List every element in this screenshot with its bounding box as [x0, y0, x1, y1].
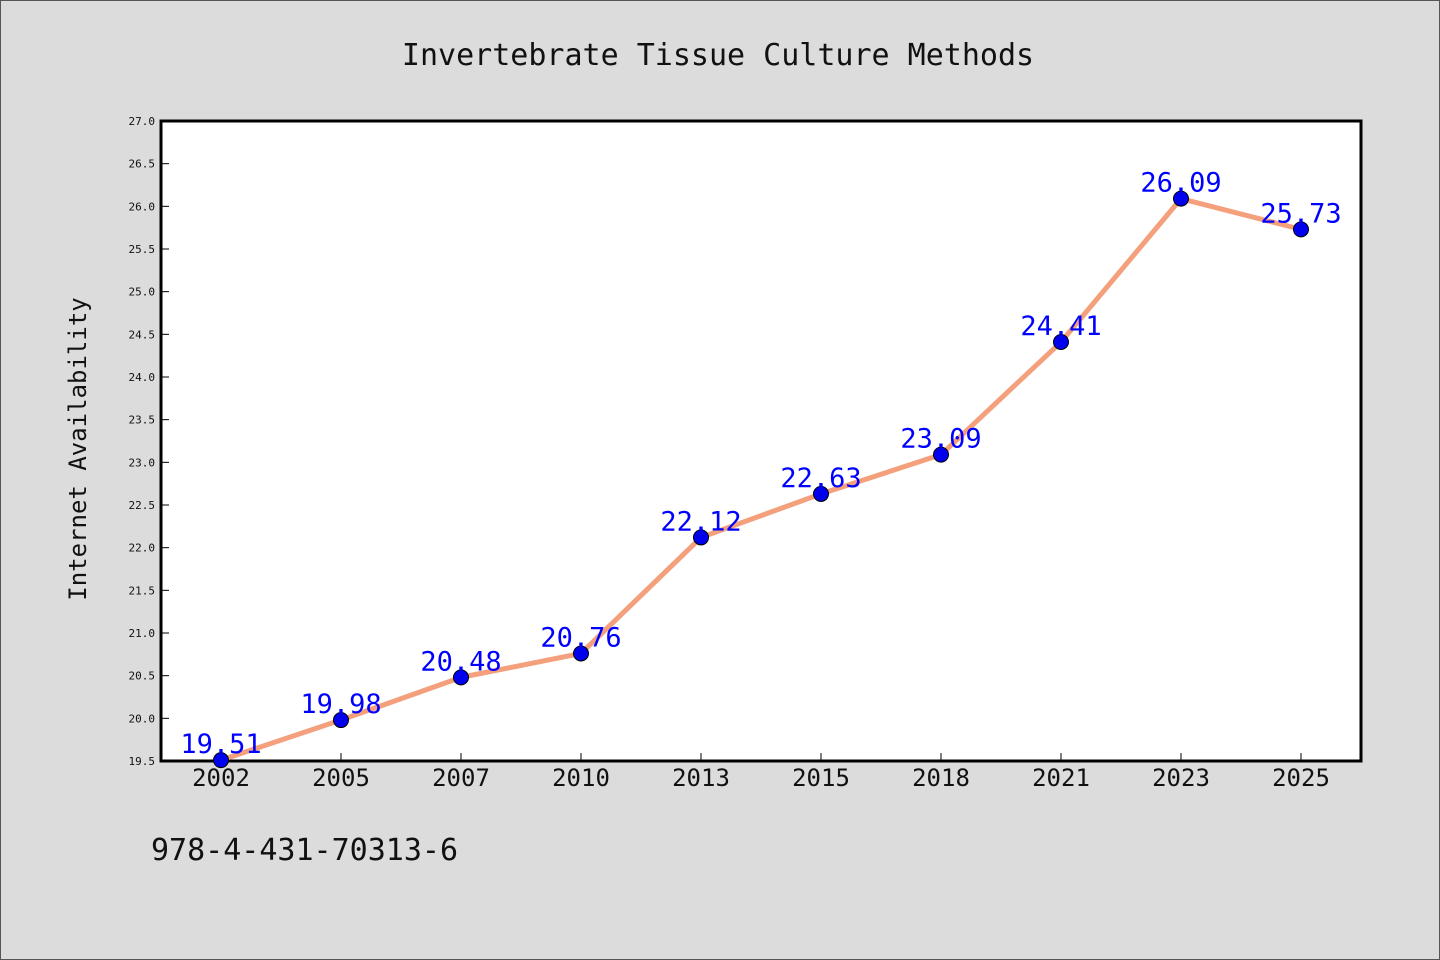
- y-tick-label: 22.0: [129, 542, 156, 555]
- data-label: 22.63: [780, 463, 861, 494]
- series-line: [218, 196, 1304, 763]
- x-tick-label: 2023: [1152, 764, 1210, 792]
- x-tick-label: 2007: [432, 764, 490, 792]
- data-point: [693, 529, 709, 546]
- data-point: [933, 446, 949, 463]
- data-points: [213, 190, 1309, 769]
- x-tick-label: 2010: [552, 764, 610, 792]
- x-axis-ticks: 2002 2005 2007 2010 2013 2015 2018 2021 2023 2025: [192, 753, 1330, 792]
- data-label: 23.09: [900, 424, 981, 455]
- y-axis-label: Internet Availability: [64, 297, 92, 600]
- x-tick-label: 2013: [672, 764, 730, 792]
- x-tick-label: 2025: [1272, 764, 1330, 792]
- y-tick-label: 20.0: [129, 712, 156, 725]
- y-tick-label: 25.5: [129, 243, 156, 256]
- y-tick-label: 21.0: [129, 627, 156, 640]
- data-label: 25.73: [1260, 198, 1341, 229]
- x-tick-label: 2002: [192, 764, 250, 792]
- data-label: 20.76: [540, 622, 621, 653]
- data-point: [333, 712, 349, 729]
- y-tick-label: 20.5: [129, 670, 156, 683]
- chart-title: Invertebrate Tissue Culture Methods: [402, 38, 1034, 73]
- x-tick-label: 2018: [912, 764, 970, 792]
- isbn-text: 978-4-431-70313-6: [151, 833, 459, 868]
- y-tick-label: 23.0: [129, 456, 156, 469]
- data-point: [453, 669, 469, 686]
- data-labels: 19.51 19.98 20.48 20.76 22.12 22.63 23.09 24.41…: [180, 168, 1341, 760]
- data-label: 26.09: [1140, 168, 1221, 199]
- y-tick-label: 22.5: [129, 499, 156, 512]
- data-point: [1173, 190, 1189, 207]
- data-point: [213, 752, 229, 769]
- plot-area: [159, 119, 1363, 763]
- y-tick-label: 19.5: [129, 755, 156, 768]
- y-tick-label: 25.0: [129, 286, 156, 299]
- x-tick-label: 2005: [312, 764, 370, 792]
- y-axis-ticks: 19.5 20.0 20.5 21.0 21.5 22.0 22.5 23.0 23.5 24.0…: [129, 115, 169, 768]
- y-tick-label: 23.5: [129, 414, 156, 427]
- x-tick-label: 2021: [1032, 764, 1090, 792]
- data-point: [573, 645, 589, 662]
- data-label: 20.48: [420, 646, 501, 677]
- data-point: [1293, 221, 1309, 238]
- data-label: 22.12: [660, 506, 741, 537]
- y-tick-label: 26.5: [129, 158, 156, 171]
- series-line-group: [218, 196, 1304, 763]
- y-tick-label: 24.5: [129, 328, 156, 341]
- data-point: [1053, 334, 1069, 351]
- y-tick-label: 21.5: [129, 584, 156, 597]
- data-label: 24.41: [1020, 311, 1101, 342]
- y-tick-label: 27.0: [129, 115, 156, 128]
- data-point: [813, 485, 829, 502]
- data-label: 19.98: [300, 689, 381, 720]
- y-tick-label: 26.0: [129, 200, 156, 213]
- data-label: 19.51: [180, 729, 261, 760]
- y-tick-label: 24.0: [129, 371, 156, 384]
- x-tick-label: 2015: [792, 764, 850, 792]
